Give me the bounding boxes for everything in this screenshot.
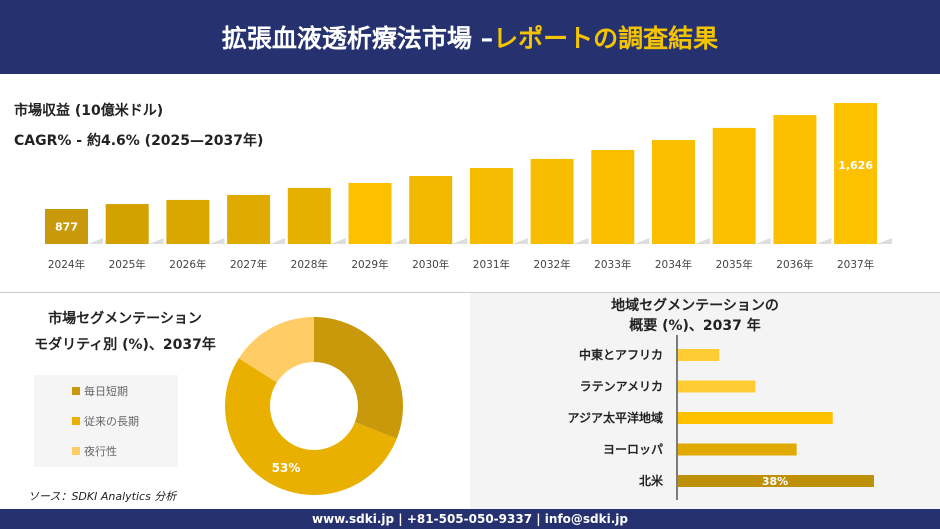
modality-title: 市場セグメンテーション モダリティ別 (%)、2037年 [20,306,230,358]
revenue-bar-2035年 [712,127,756,244]
revenue-bar-2024年 [45,209,88,244]
legend-item: 毎日短期 [72,383,128,399]
bar-shadow [512,238,528,244]
revenue-bar-2029年 [348,182,392,244]
revenue-bar-2036年 [773,115,817,245]
revenue-bar-2037年 [834,103,878,244]
data-label: 38% [762,475,788,488]
divider [0,292,940,293]
cagr-label: CAGR% - 約4.6% (2025—2037年) [14,133,264,149]
bar-shadow [877,238,893,244]
x-tick-label: 2031年 [473,258,510,271]
x-tick-label: 2032年 [533,258,570,271]
region-bar-ラテンアメリカ [678,380,756,393]
legend-label: 夜行性 [84,445,117,458]
donut-slice-夜行性 [238,317,314,383]
bar-shadow [816,238,832,244]
region-title-line2: 概要 (%)、2037 年 [629,318,761,334]
title-highlight: レポートの調査結果 [493,24,719,53]
region-bar-北米 [678,475,874,487]
revenue-bar-2025年 [105,204,149,244]
revenue-bar-2033年 [591,149,635,244]
x-tick-label: 2035年 [716,258,753,271]
revenue-bar-2027年 [227,194,271,244]
region-title-line1: 地域セグメンテーションの [611,298,779,314]
region-label: 中東とアフリカ [579,347,663,362]
x-tick-label: 2036年 [776,258,813,271]
modality-legend: 毎日短期従来の長期夜行性 [34,375,178,467]
x-tick-label: 2034年 [655,258,692,271]
x-tick-label: 2037年 [837,258,874,271]
revenue-bar-2026年 [166,199,210,244]
legend-swatch [72,417,80,425]
region-bar-アジア太平洋地域 [678,412,833,424]
revenue-bar-2030年 [409,176,453,244]
bar-shadow [573,238,589,244]
x-tick-label: 2024年 [48,258,85,271]
x-tick-label: 2030年 [412,258,449,271]
revenue-bar-2034年 [652,139,695,244]
footer-contact: www.sdki.jp | +81-505-050-9337 | info@sd… [0,509,940,529]
region-label: ヨーロッパ [603,443,663,457]
revenue-bar-2032年 [530,158,574,244]
legend-swatch [72,387,80,395]
bar-shadow [452,238,468,244]
region-title: 地域セグメンテーションの 概要 (%)、2037 年 [560,296,830,336]
source-note: ソース：SDKI Analytics 分析 [28,490,177,503]
region-bar-中東とアフリカ [678,349,720,361]
x-tick-label: 2033年 [594,258,631,271]
data-label: 1,626 [838,159,873,172]
x-tick-label: 2026年 [169,258,206,271]
region-label: アジア太平洋地域 [567,410,663,425]
revenue-bar-2028年 [287,187,331,244]
legend-label: 従来の長期 [84,415,139,428]
bar-shadow [148,238,164,244]
legend-item: 従来の長期 [72,413,139,429]
bar-shadow [391,238,407,244]
bar-shadow [330,238,346,244]
bar-shadow [270,238,286,244]
region-label: ラテンアメリカ [580,380,663,394]
modality-title-line2: モダリティ別 (%)、2037年 [34,337,216,353]
revenue-bar-2031年 [469,167,513,244]
legend-swatch [72,447,80,455]
revenue-bar-chart: 2024年 877 2025年 2026年 2027年 2028年 2029年 2030年 20… [45,103,893,271]
modality-donut-chart: 53% [225,317,403,495]
title-main: 拡張血液透析療法市場 – [221,24,494,53]
bar-shadow [634,238,650,244]
region-panel [470,293,940,509]
donut-slice-毎日短期 [314,317,403,439]
slice-label: 53% [272,461,301,475]
bar-shadow [755,238,771,244]
legend-label: 毎日短期 [84,385,128,398]
report-header: 拡張血液透析療法市場 – レポートの調査結果 [0,0,940,74]
x-tick-label: 2029年 [351,258,388,271]
bar-shadow [695,238,710,244]
legend-item: 夜行性 [72,443,117,459]
data-label: 877 [55,221,78,234]
region-label: 北米 [639,473,664,488]
revenue-label: 市場収益 (10億米ドル) [14,103,164,119]
region-bar-ヨーロッパ [678,443,797,456]
bar-shadow [88,238,103,244]
x-tick-label: 2025年 [109,258,146,271]
x-tick-label: 2028年 [291,258,328,271]
x-tick-label: 2027年 [230,258,267,271]
modality-title-line1: 市場セグメンテーション [48,311,202,327]
bar-shadow [209,238,225,244]
donut-slice-従来の長期 [225,358,397,495]
